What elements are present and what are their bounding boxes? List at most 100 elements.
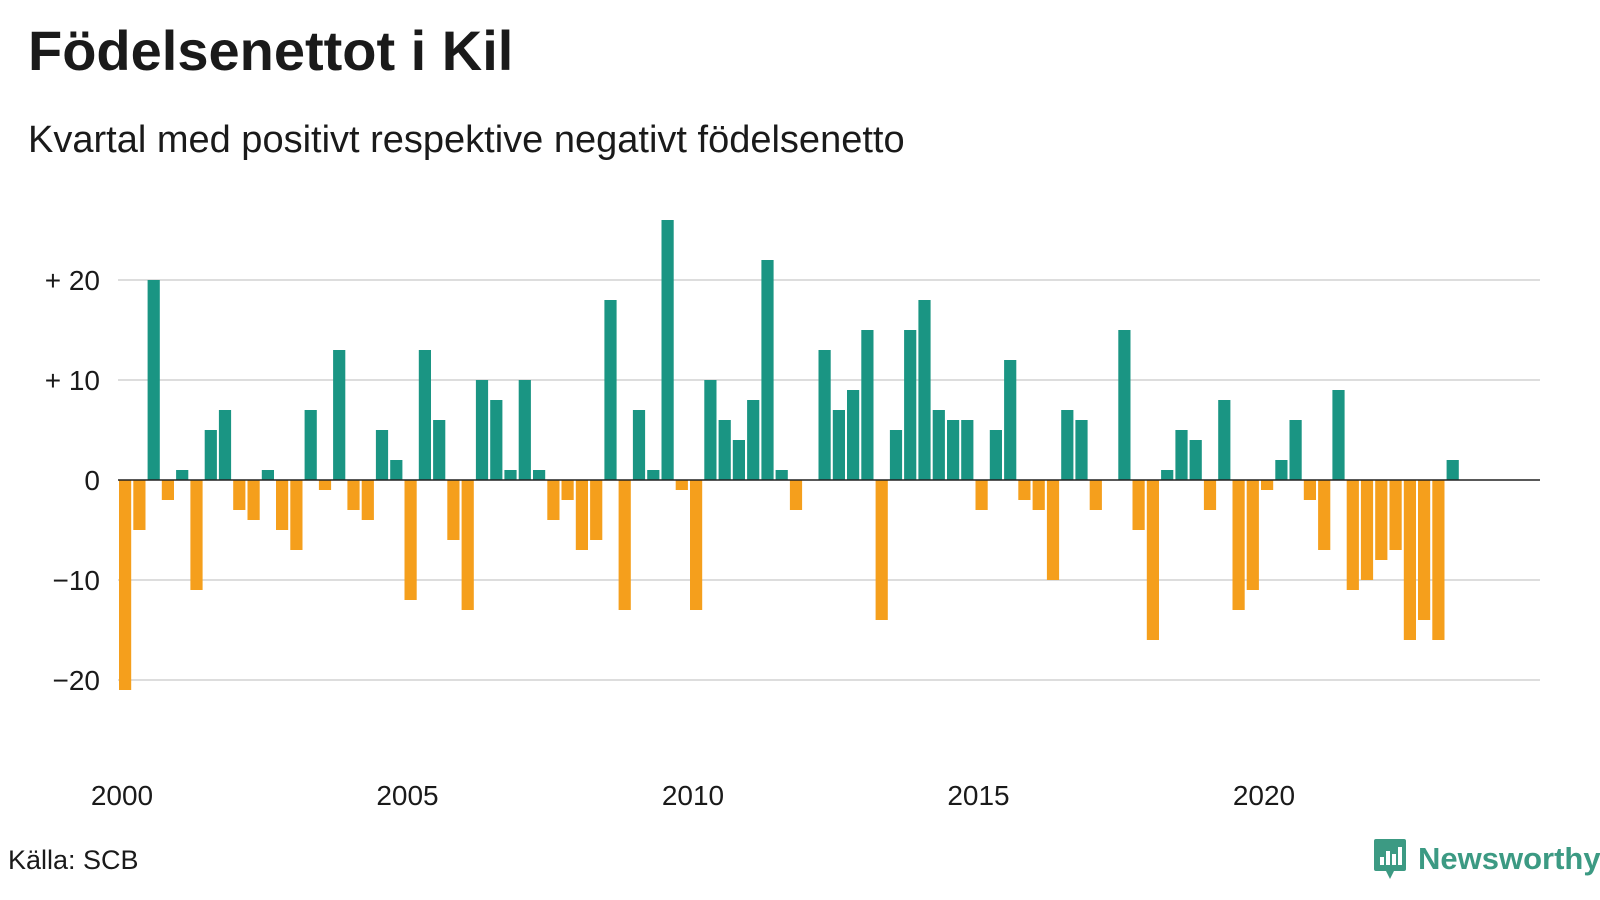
bar-quarter — [1161, 470, 1174, 480]
bar-quarter — [404, 480, 417, 600]
bar-quarter — [861, 330, 874, 480]
bar-quarter — [575, 480, 588, 550]
bars — [119, 220, 1459, 690]
bar-quarter — [732, 440, 745, 480]
bar-quarter — [989, 430, 1002, 480]
bar-quarter — [561, 480, 574, 500]
bar-quarter — [233, 480, 246, 510]
bar-quarter — [247, 480, 260, 520]
chart-subtitle: Kvartal med positivt respektive negativt… — [28, 119, 905, 161]
bar-quarter — [1332, 390, 1345, 480]
bar-quarter — [1360, 480, 1374, 580]
bar-quarter — [1261, 480, 1274, 490]
bar-quarter — [1004, 360, 1017, 480]
newsworthy-logo[interactable]: Newsworthy — [1372, 836, 1600, 882]
bar-quarter — [1132, 480, 1145, 530]
chart-title: Födelsenettot i Kil — [28, 19, 514, 82]
bar-quarter — [975, 480, 988, 510]
bar-quarter — [1246, 480, 1259, 590]
bar-quarter — [590, 480, 603, 540]
bar-quarter — [932, 410, 945, 480]
bar-quarter — [604, 300, 617, 480]
bar-quarter — [704, 380, 717, 480]
y-tick-label: + 10 — [45, 365, 100, 396]
bar-quarter — [333, 350, 346, 480]
bar-quarter — [504, 470, 517, 480]
x-tick-label: 2010 — [662, 780, 724, 811]
bar-quarter — [1346, 480, 1359, 590]
source-note: Källa: SCB — [8, 845, 139, 875]
bar-quarter — [475, 380, 489, 480]
bar-quarter — [1018, 480, 1031, 500]
bar-quarter — [447, 480, 460, 540]
bar-quarter — [1089, 480, 1102, 510]
bar-quarter — [1232, 480, 1245, 610]
bar-quarter — [1303, 480, 1316, 500]
bar-quarter — [418, 350, 431, 480]
bar-quarter — [904, 330, 917, 480]
bar-quarter — [290, 480, 303, 550]
bar-quarter — [1175, 430, 1188, 480]
bar-quarter — [147, 280, 160, 480]
bar-quarter — [718, 420, 731, 480]
bar-quarter — [375, 430, 389, 480]
bar-quarter — [961, 420, 974, 480]
bar-quarter — [1389, 480, 1402, 550]
bar-quarter — [461, 480, 474, 610]
bar-quarter — [1189, 440, 1202, 480]
bar-quarter — [1375, 480, 1388, 560]
bar-quarter — [1146, 480, 1159, 640]
bar-quarter — [1289, 420, 1302, 480]
bar-quarter — [361, 480, 374, 520]
x-tick-label: 2005 — [376, 780, 438, 811]
bar-quarter — [632, 410, 646, 480]
bar-quarter — [889, 430, 903, 480]
x-tick-label: 2020 — [1233, 780, 1295, 811]
bar-quarter — [875, 480, 888, 620]
bar-quarter — [1032, 480, 1045, 510]
bar-quarter — [832, 410, 845, 480]
bar-quarter — [847, 390, 860, 480]
bar-quarter — [1432, 480, 1445, 640]
bar-quarter — [918, 300, 931, 480]
bar-quarter — [133, 480, 146, 530]
bar-quarter — [119, 480, 132, 690]
y-tick-label: + 20 — [45, 265, 100, 296]
bar-quarter — [661, 220, 674, 480]
bar-quarter — [261, 470, 274, 480]
bar-quarter — [433, 420, 446, 480]
x-tick-label: 2000 — [91, 780, 153, 811]
bar-quarter — [547, 480, 560, 520]
bar-quarter — [276, 480, 289, 530]
axes: + 20 + 10 0 −10 −20 2000 2005 2010 2015 2020 — [45, 265, 1540, 811]
bar-quarter — [761, 260, 774, 480]
bar-quarter — [789, 480, 803, 510]
gridlines — [118, 279, 1540, 681]
bar-quarter — [533, 470, 546, 480]
x-tick-label: 2015 — [947, 780, 1009, 811]
bar-quarter — [647, 470, 660, 480]
bar-quarter — [218, 410, 232, 480]
y-tick-label: −10 — [53, 565, 101, 596]
bar-quarter — [1061, 410, 1074, 480]
bar-quarter — [1418, 480, 1431, 620]
bar-quarter — [1203, 480, 1217, 510]
bar-quarter — [490, 400, 503, 480]
bar-quarter — [947, 420, 960, 480]
bar-quarter — [1318, 480, 1331, 550]
bar-quarter — [204, 430, 217, 480]
bar-quarter — [775, 470, 788, 480]
bar-quarter — [318, 480, 332, 490]
y-tick-label: −20 — [53, 665, 101, 696]
newsworthy-logo-icon — [1374, 839, 1406, 879]
bar-quarter — [1403, 480, 1416, 640]
bar-quarter — [1118, 330, 1131, 480]
bar-quarter — [675, 480, 688, 490]
brand-name: Newsworthy — [1418, 841, 1600, 876]
bar-quarter — [347, 480, 360, 510]
bar-quarter — [618, 480, 631, 610]
bar-quarter — [304, 410, 317, 480]
bar-quarter — [1075, 420, 1088, 480]
bar-quarter — [1218, 400, 1231, 480]
